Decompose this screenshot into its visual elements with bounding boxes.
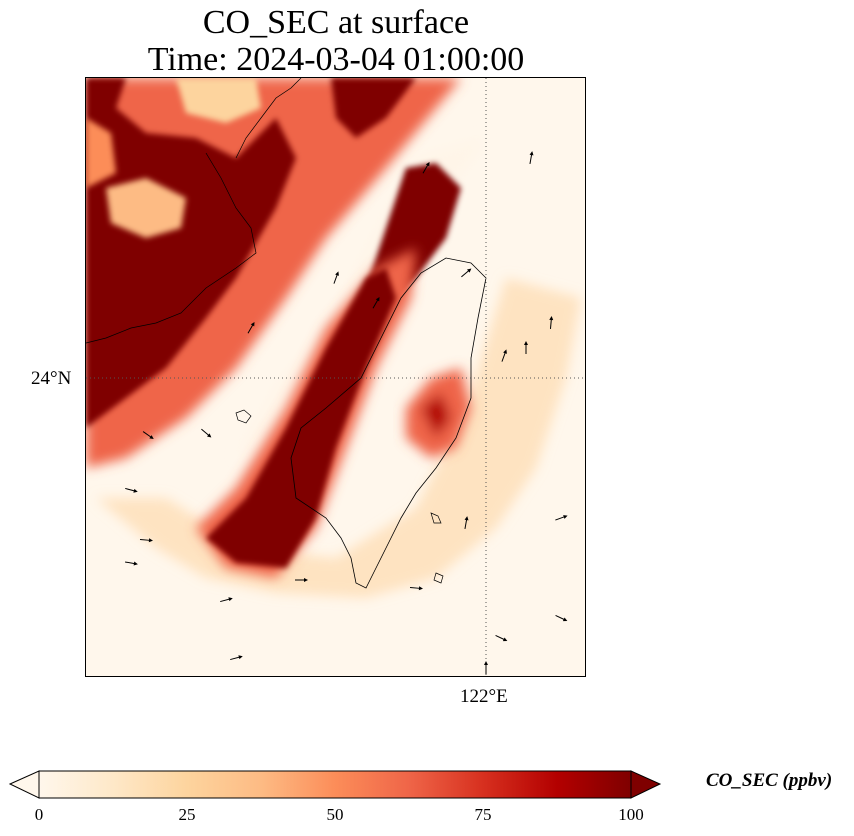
wind-vector-arrow-icon (230, 655, 243, 661)
latitude-tick-label: 24°N (31, 368, 72, 389)
wind-vector-arrow-icon (201, 428, 212, 438)
concentration-map (86, 78, 585, 676)
colorbar-tick-75: 75 (474, 805, 492, 824)
wind-vector-arrow-icon (409, 586, 423, 591)
island-coastline (290, 257, 487, 589)
colorbar-tick-0: 0 (34, 805, 44, 824)
wind-vector-arrow-icon (220, 597, 233, 603)
wind-vector-arrow-icon (125, 561, 138, 566)
northwest-continental-plume (86, 78, 416, 428)
colorbar-tick-25: 25 (178, 805, 196, 824)
wind-vector-arrow-icon (501, 349, 507, 362)
colorbar-max-extend-icon (630, 770, 662, 799)
wind-vector-arrow-icon (139, 538, 153, 543)
wind-vector-arrow-icon (529, 151, 534, 164)
wind-vector-field (125, 151, 568, 674)
colorbar-label: CO_SEC (ppbv) (706, 770, 833, 791)
wind-vector-arrow-icon (555, 615, 568, 622)
eastern-patch (406, 368, 471, 458)
wind-vector-arrow-icon (247, 321, 255, 334)
map-title: CO_SEC at surface (202, 4, 470, 41)
wind-vector-arrow-icon (495, 635, 508, 642)
wind-vector-arrow-icon (125, 487, 138, 493)
wind-vector-arrow-icon (549, 316, 554, 330)
wind-vector-arrow-icon (295, 578, 308, 582)
wind-vector-arrow-icon (555, 515, 568, 521)
wind-vector-arrow-icon (333, 271, 339, 284)
southern-halo (96, 278, 581, 598)
colorbar-min-extend-icon (8, 770, 40, 799)
map-panel (85, 77, 586, 677)
colorbar-gradient (38, 770, 632, 799)
colorbar-tick-50: 50 (326, 805, 344, 824)
colorbar-tick-100: 100 (618, 805, 644, 824)
nw-plume-pale-patch (86, 78, 261, 238)
central-band (206, 268, 396, 568)
longitude-tick-label: 122°E (460, 686, 508, 707)
map-subtitle-time: Time: 2024-03-04 01:00:00 (147, 41, 525, 78)
colorbar (8, 770, 662, 799)
wind-vector-arrow-icon (484, 661, 488, 674)
wind-vector-arrow-icon (142, 431, 154, 440)
wind-vector-arrow-icon (422, 161, 430, 174)
mainland-coastline (86, 78, 302, 344)
wind-vector-arrow-icon (524, 341, 528, 354)
wind-vector-arrow-icon (461, 268, 472, 278)
wind-vector-arrow-icon (464, 516, 469, 529)
small-island-coastline (235, 409, 444, 584)
wind-vector-arrow-icon (372, 296, 380, 309)
